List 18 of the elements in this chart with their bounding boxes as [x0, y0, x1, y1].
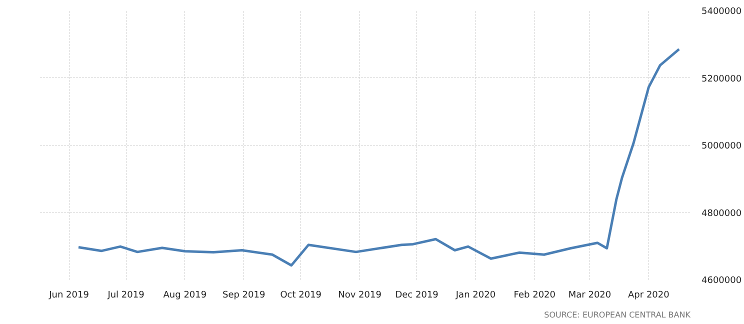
x-tick-label: Jul 2019 [106, 290, 145, 300]
line-series [77, 48, 680, 267]
x-tick-label: Sep 2019 [222, 290, 266, 300]
x-tick-label: Oct 2019 [280, 290, 322, 300]
source-note: SOURCE: EUROPEAN CENTRAL BANK [544, 310, 692, 320]
x-tick-label: Jun 2019 [48, 290, 90, 300]
y-tick-label: 5000000 [702, 142, 742, 152]
x-tick-label: Apr 2020 [628, 290, 670, 300]
x-tick-label: Dec 2019 [395, 290, 439, 300]
y-tick-label: 5200000 [702, 74, 742, 84]
y-tick-label: 4800000 [702, 208, 742, 219]
y-tick-label: 5400000 [702, 7, 742, 17]
x-tick-label: Jan 2020 [454, 290, 496, 300]
y-tick-label: 4600000 [702, 276, 742, 286]
x-tick-label: Mar 2020 [568, 290, 612, 300]
x-tick-label: Nov 2019 [338, 290, 382, 300]
x-tick-label: Feb 2020 [514, 290, 556, 300]
x-tick-label: Aug 2019 [163, 290, 207, 300]
